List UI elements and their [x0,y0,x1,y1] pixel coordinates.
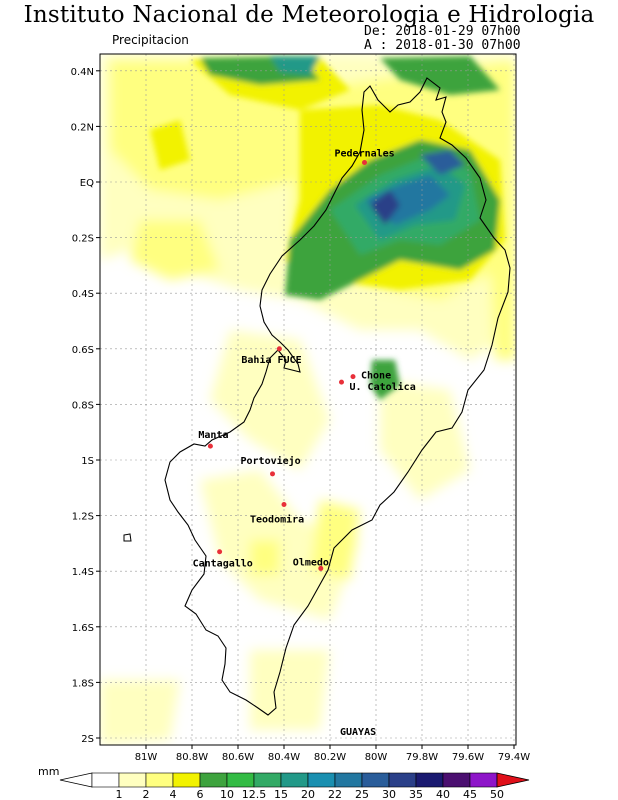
legend-value: 1 [116,788,123,800]
legend-swatch [145,772,174,788]
lon-tick-label: 80.4W [268,752,300,763]
legend-value: 25 [355,788,369,800]
legend-swatch [469,772,498,788]
latitude-labels: 0.4N 0.2N EQ 0.2S 0.4S 0.6S 0.8S 1S 1.2S 1.4S 1.6S… [71,67,100,745]
legend-swatch [91,772,120,788]
legend-value: 20 [301,788,315,800]
color-legend: 1 2 4 6 10 12.5 15 20 22 25 30 35 40 45 50 mm [38,765,530,800]
legend-swatch [334,772,363,788]
date-range: De: 2018-01-29 07h00 A : 2018-01-30 07h0… [364,25,521,53]
lon-tick-label: 80W [365,752,388,763]
lat-tick-label: 1.8S [72,678,94,689]
city-marker [276,346,282,352]
legend-swatch [307,772,336,788]
legend-value: 45 [463,788,477,800]
lat-tick-label: 0.4S [72,289,94,300]
map-subtitle: Precipitacion [112,33,189,47]
lon-tick-label: 80.8W [176,752,208,763]
legend-swatch [280,772,309,788]
city-label: Chone [361,371,391,382]
legend-value: 2 [143,788,150,800]
lat-tick-label: 2S [81,734,94,745]
map-title: Instituto Nacional de Meteorologia e Hid… [23,2,595,28]
lon-tick-label: 80.6W [222,752,254,763]
city-marker [207,443,213,449]
city-label: Portoviejo [241,455,301,467]
legend-swatch [253,772,282,788]
city-label: Olmedo [293,557,329,568]
lat-tick-label: 0.4N [71,67,94,78]
longitude-labels: 81W 80.8W 80.6W 80.4W 80.2W 80W 79.8W 79.6W 79.4… [135,745,530,763]
city-marker [350,374,356,380]
city-label: Teodomira [250,513,304,525]
lon-tick-label: 79.4W [498,752,530,763]
precipitation-field [100,54,516,745]
lat-tick-label: EQ [80,178,94,189]
coast-detail [123,533,132,542]
city-marker [281,501,287,507]
lat-tick-label: 0.2N [71,122,94,133]
city-marker [217,549,223,555]
lon-tick-label: 79.8W [406,752,438,763]
lat-tick-label: 0.2S [72,234,94,245]
city-label: U. Catolica [350,381,416,393]
legend-value: 10 [220,788,234,800]
lat-tick-label: 1S [81,456,94,467]
legend-value: 22 [328,788,342,800]
lon-tick-label: 80.2W [314,752,346,763]
city-label: Cantagallo [193,559,253,570]
legend-swatch [172,772,201,788]
date-to: A : 2018-01-30 07h00 [364,38,521,53]
legend-arrow-high [496,772,530,788]
date-from: De: 2018-01-29 07h00 [364,24,521,39]
lat-tick-label: 1.2S [72,512,94,523]
city-label: Pedernales [335,149,395,160]
lat-tick-label: 0.8S [72,400,94,411]
city-marker [270,471,275,477]
region-label: GUAYAS [340,727,376,738]
grid-lines [100,54,516,745]
legend-swatch [442,772,471,788]
legend-value: 30 [382,788,396,800]
city-marker [362,160,367,166]
legend-value: 12.5 [242,788,267,800]
legend-value: 6 [197,788,204,800]
legend-swatch [361,772,390,788]
city-label: Manta [198,430,228,441]
legend-swatch [415,772,444,788]
legend-value: 4 [170,788,177,800]
legend-value: 15 [274,788,288,800]
legend-arrow-low [59,772,93,788]
legend-swatch [388,772,417,788]
city-marker [318,565,324,571]
legend-value: 50 [490,788,504,800]
province-outline [164,77,511,716]
city-label: Bahia FUCE [241,354,301,366]
legend-swatch [226,772,255,788]
lon-tick-label: 79.6W [452,752,484,763]
city-marker [339,379,344,385]
legend-value: 40 [436,788,450,800]
legend-swatch [118,772,147,788]
legend-swatch [199,772,228,788]
legend-unit: mm [38,765,59,778]
lat-tick-label: 1.4S [72,567,94,578]
lon-tick-label: 81W [135,752,158,763]
map-frame [99,53,517,746]
legend-value: 35 [409,788,423,800]
lat-tick-label: 0.6S [72,345,94,356]
lat-tick-label: 1.6S [72,623,94,634]
